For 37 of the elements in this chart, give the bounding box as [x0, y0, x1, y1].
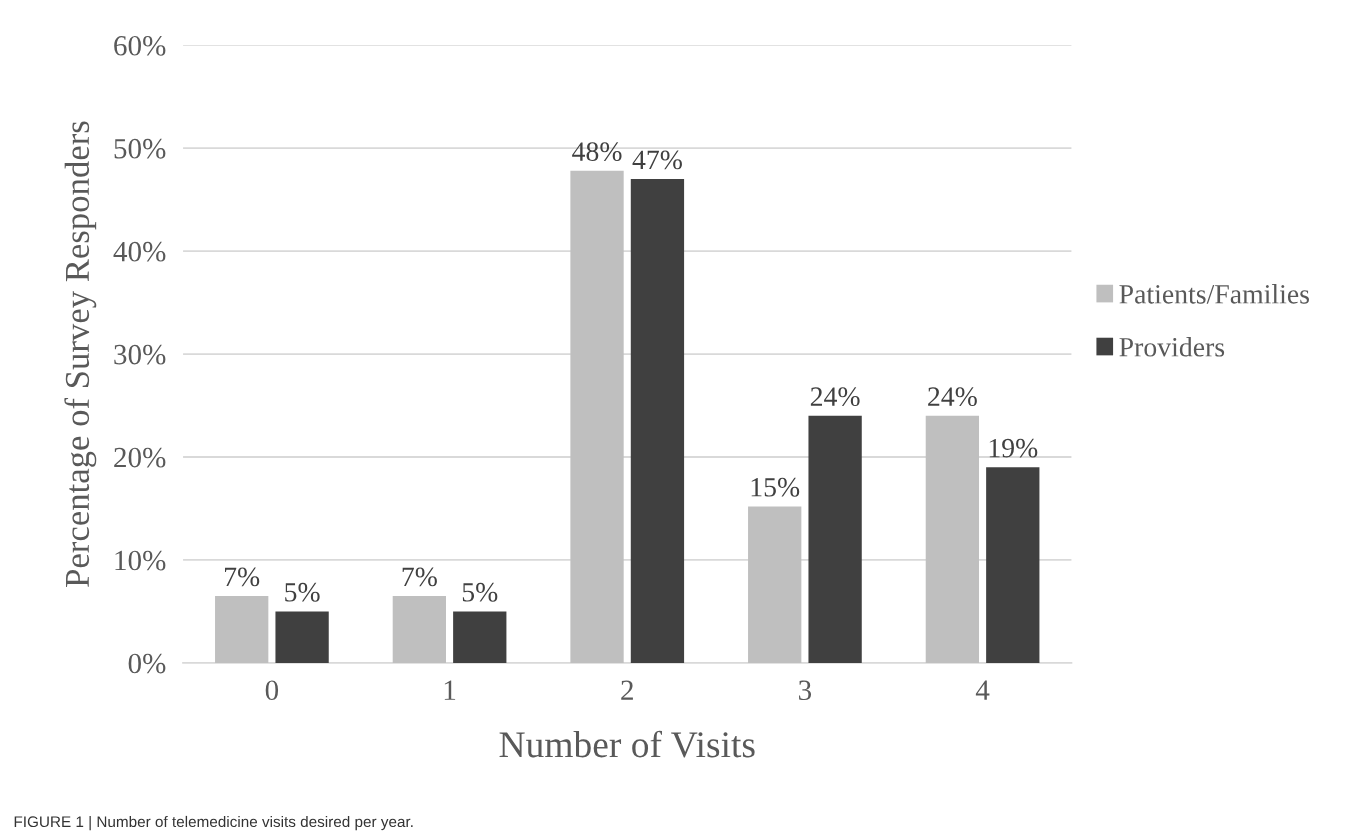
bar: [275, 611, 329, 663]
x-tick-label: 2: [621, 680, 633, 700]
bar: [392, 595, 447, 663]
bar: [925, 415, 980, 663]
legend-label: Providers: [1119, 337, 1225, 357]
bar: [453, 611, 507, 663]
y-tick-label: 0%: [128, 653, 166, 674]
y-tick-label: 10%: [115, 550, 166, 571]
data-label: 5%: [462, 582, 498, 602]
caption: FIGURE 1 | Number of telemedicine visits desired per year.: [14, 815, 413, 831]
data-label: 5%: [285, 582, 320, 602]
data-label: 15%: [751, 477, 800, 497]
bar: [808, 415, 862, 663]
bar: [215, 595, 269, 663]
data-label: 7%: [402, 567, 437, 587]
x-tick-label: 4: [975, 680, 990, 700]
y-tick-label: 60%: [114, 35, 166, 56]
y-tick-label: 30%: [114, 344, 166, 365]
data-label: 47%: [632, 150, 682, 170]
data-label: 19%: [989, 438, 1038, 458]
y-tick-label: 50%: [114, 138, 166, 159]
x-tick-label: 3: [799, 680, 812, 701]
legend-label: Patients/Families: [1119, 284, 1309, 304]
y-axis-title: Percentage of Survey Responders: [64, 121, 97, 587]
data-label: 48%: [572, 142, 622, 162]
x-axis-title: Number of Visits: [499, 730, 755, 758]
y-tick-label: 20%: [114, 447, 166, 468]
data-label: 7%: [225, 567, 260, 587]
data-label: 24%: [810, 387, 860, 407]
y-tick-label: 40%: [113, 241, 166, 262]
data-label: 24%: [928, 387, 977, 407]
bar: [630, 179, 685, 663]
bar: [986, 467, 1040, 663]
x-tick-label: 0: [265, 680, 279, 701]
x-tick-label: 1: [444, 680, 456, 700]
bar: [570, 170, 624, 663]
bar: [748, 506, 802, 663]
